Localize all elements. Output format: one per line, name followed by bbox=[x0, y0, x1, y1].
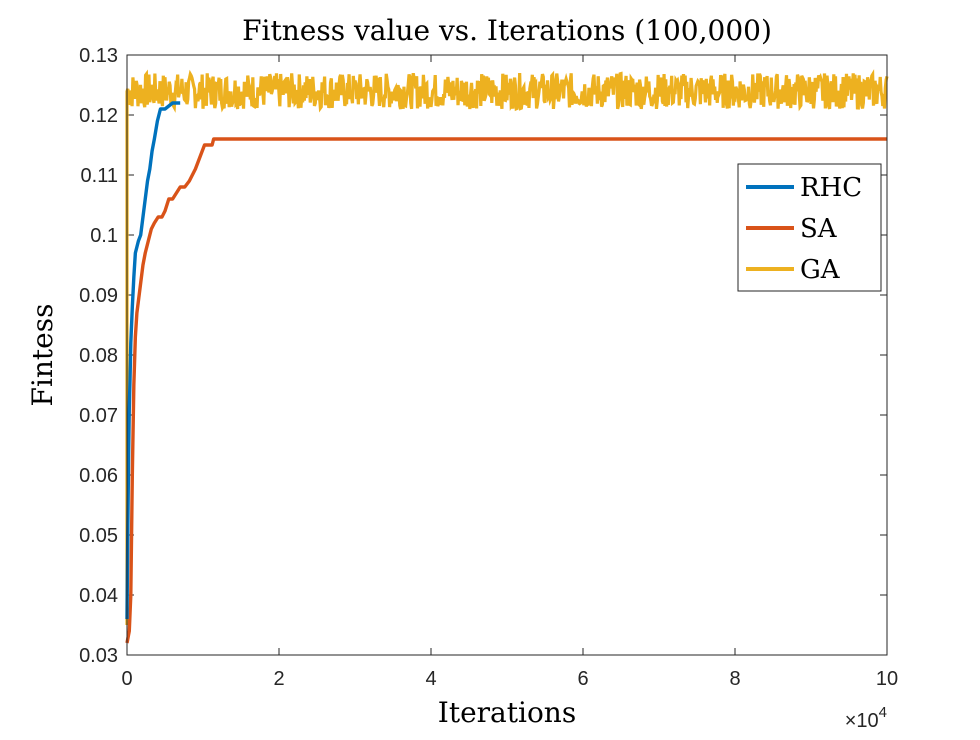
x-tick-label: 6 bbox=[577, 668, 588, 690]
series-line-sa bbox=[125, 137, 887, 644]
x-exponent-power: 4 bbox=[879, 704, 887, 721]
y-tick-label: 0.07 bbox=[79, 405, 118, 427]
y-tick-label: 0.06 bbox=[79, 465, 118, 487]
series-line-ga bbox=[125, 69, 889, 625]
series-line-rhc bbox=[125, 101, 181, 620]
legend-label-rhc: RHC bbox=[800, 173, 862, 203]
x-tick-label: 10 bbox=[876, 668, 898, 690]
x-tick-label: 8 bbox=[729, 668, 740, 690]
x-exponent-base: ×10 bbox=[845, 710, 879, 732]
x-tick-label: 0 bbox=[121, 668, 132, 690]
y-axis-ticks: 0.03 0.04 0.05 0.06 0.07 0.08 0.09 0.1 0.11 0.12 0… bbox=[79, 45, 887, 667]
x-tick-label: 4 bbox=[425, 668, 436, 690]
y-tick-label: 0.1 bbox=[90, 225, 118, 247]
y-tick-label: 0.11 bbox=[81, 165, 118, 187]
x-axis-exponent: ×104 bbox=[845, 704, 887, 732]
chart-title: Fitness value vs. Iterations (100,000) bbox=[242, 14, 772, 47]
axes-box bbox=[126, 54, 888, 656]
series-layer bbox=[125, 69, 889, 644]
plot-area bbox=[127, 55, 887, 655]
y-tick-label: 0.09 bbox=[79, 285, 118, 307]
y-axis-label: Fintess bbox=[26, 304, 59, 407]
legend: RHC SA GA bbox=[737, 163, 882, 292]
y-tick-label: 0.03 bbox=[79, 645, 118, 667]
x-axis-ticks: 0 2 4 6 8 10 bbox=[121, 55, 898, 690]
x-tick-label: 2 bbox=[273, 668, 284, 690]
legend-label-ga: GA bbox=[800, 255, 841, 285]
legend-label-sa: SA bbox=[800, 214, 838, 244]
y-tick-label: 0.08 bbox=[79, 345, 118, 367]
y-tick-label: 0.05 bbox=[79, 525, 118, 547]
y-tick-label: 0.12 bbox=[79, 105, 118, 127]
y-tick-label: 0.13 bbox=[79, 45, 118, 67]
x-axis-label: Iterations bbox=[438, 696, 576, 729]
y-tick-label: 0.04 bbox=[79, 585, 118, 607]
